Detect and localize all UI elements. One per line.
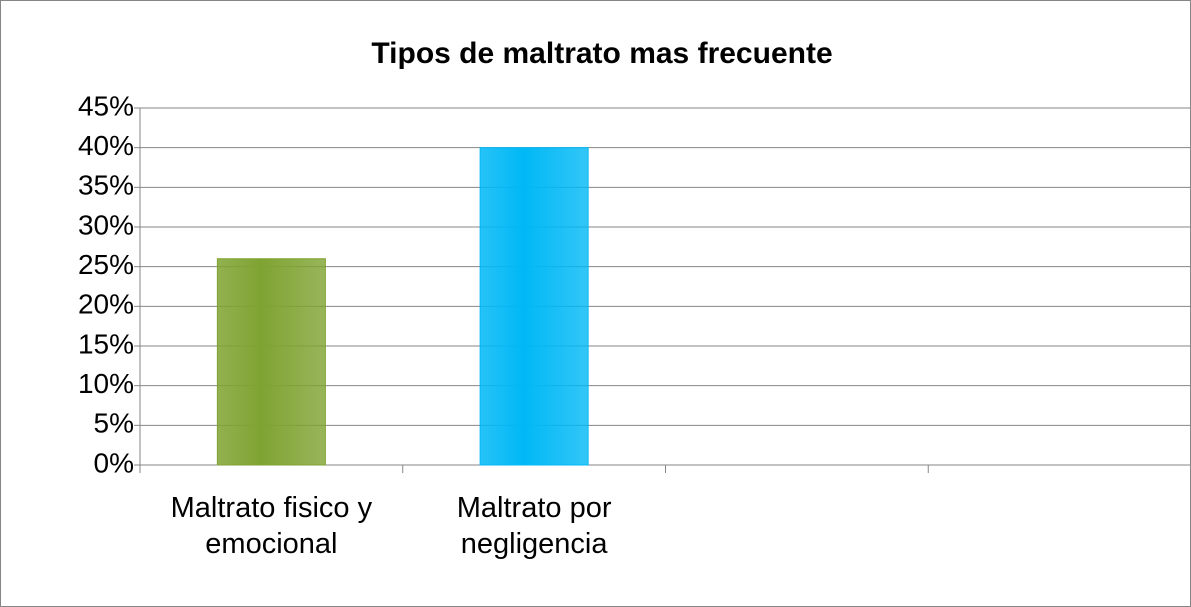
chart-title: Tipos de maltrato mas frecuente (371, 37, 832, 70)
x-tick-label: Maltrato fisico y emocional (170, 492, 373, 560)
y-tick-label: 25% (78, 249, 134, 280)
y-tick-label: 40% (78, 130, 134, 161)
y-tick-label: 35% (78, 170, 134, 201)
y-tick-label: 10% (78, 368, 134, 399)
y-tick-label: 45% (78, 90, 134, 121)
y-tick-label: 20% (78, 289, 134, 320)
bar (479, 147, 589, 466)
y-tick-label: 30% (78, 209, 134, 240)
bar (216, 258, 326, 466)
x-tick-label: Maltrato por negligencia (456, 492, 612, 560)
y-tick-label: 5% (94, 408, 134, 439)
y-tick-label: 15% (78, 328, 134, 359)
y-tick-label: 0% (94, 447, 134, 478)
